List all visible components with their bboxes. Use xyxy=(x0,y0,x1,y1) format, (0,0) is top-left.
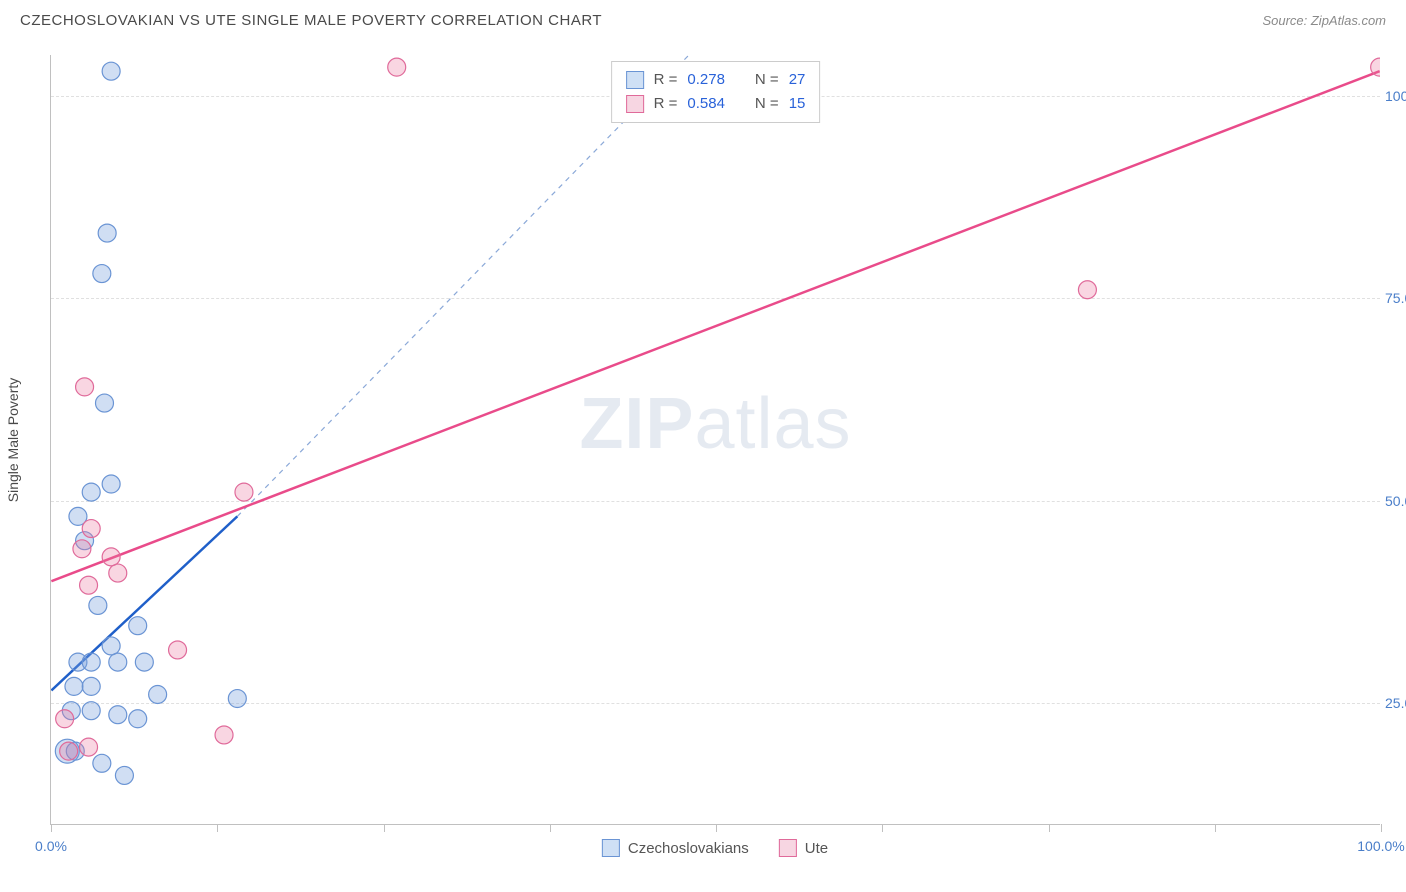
stats-row: R = 0.278 N = 27 xyxy=(626,68,806,92)
legend-label: Ute xyxy=(805,840,828,857)
series-swatch xyxy=(626,95,644,113)
x-tick-label: 100.0% xyxy=(1357,838,1404,854)
stat-n-value: 27 xyxy=(789,68,806,92)
plot-region: Single Male Poverty 25.0%50.0%75.0%100.0… xyxy=(50,55,1380,825)
stat-r-value: 0.584 xyxy=(687,92,725,116)
y-tick-label: 100.0% xyxy=(1385,88,1406,104)
chart-header: CZECHOSLOVAKIAN VS UTE SINGLE MALE POVER… xyxy=(0,0,1406,37)
x-tick xyxy=(1215,824,1216,832)
stat-n-label: N = xyxy=(755,92,779,116)
stat-r-value: 0.278 xyxy=(687,68,725,92)
x-tick xyxy=(1049,824,1050,832)
gridline xyxy=(51,298,1380,299)
x-tick xyxy=(51,824,52,832)
stat-n-label: N = xyxy=(755,68,779,92)
chart-area: Single Male Poverty 25.0%50.0%75.0%100.0… xyxy=(50,55,1380,825)
chart-svg xyxy=(51,55,1380,824)
x-tick xyxy=(550,824,551,832)
chart-source: Source: ZipAtlas.com xyxy=(1262,13,1386,28)
stats-row: R = 0.584 N = 15 xyxy=(626,92,806,116)
legend-item: Ute xyxy=(779,839,828,857)
legend: Czechoslovakians Ute xyxy=(602,839,828,857)
x-tick xyxy=(384,824,385,832)
x-tick xyxy=(1381,824,1382,832)
gridline xyxy=(51,703,1380,704)
series-swatch xyxy=(626,71,644,89)
watermark: ZIPatlas xyxy=(579,383,851,465)
gridline xyxy=(51,501,1380,502)
legend-item: Czechoslovakians xyxy=(602,839,749,857)
x-tick-label: 0.0% xyxy=(35,838,67,854)
series-swatch xyxy=(779,839,797,857)
series-swatch xyxy=(602,839,620,857)
stat-r-label: R = xyxy=(654,92,678,116)
x-tick xyxy=(217,824,218,832)
chart-title: CZECHOSLOVAKIAN VS UTE SINGLE MALE POVER… xyxy=(20,12,602,29)
stat-r-label: R = xyxy=(654,68,678,92)
y-tick-label: 75.0% xyxy=(1385,290,1406,306)
y-tick-label: 25.0% xyxy=(1385,695,1406,711)
stat-n-value: 15 xyxy=(789,92,806,116)
y-axis-label: Single Male Poverty xyxy=(5,377,21,502)
y-tick-label: 50.0% xyxy=(1385,493,1406,509)
legend-label: Czechoslovakians xyxy=(628,840,749,857)
x-tick xyxy=(882,824,883,832)
x-tick xyxy=(716,824,717,832)
stats-box: R = 0.278 N = 27 R = 0.584 N = 15 xyxy=(611,61,821,123)
